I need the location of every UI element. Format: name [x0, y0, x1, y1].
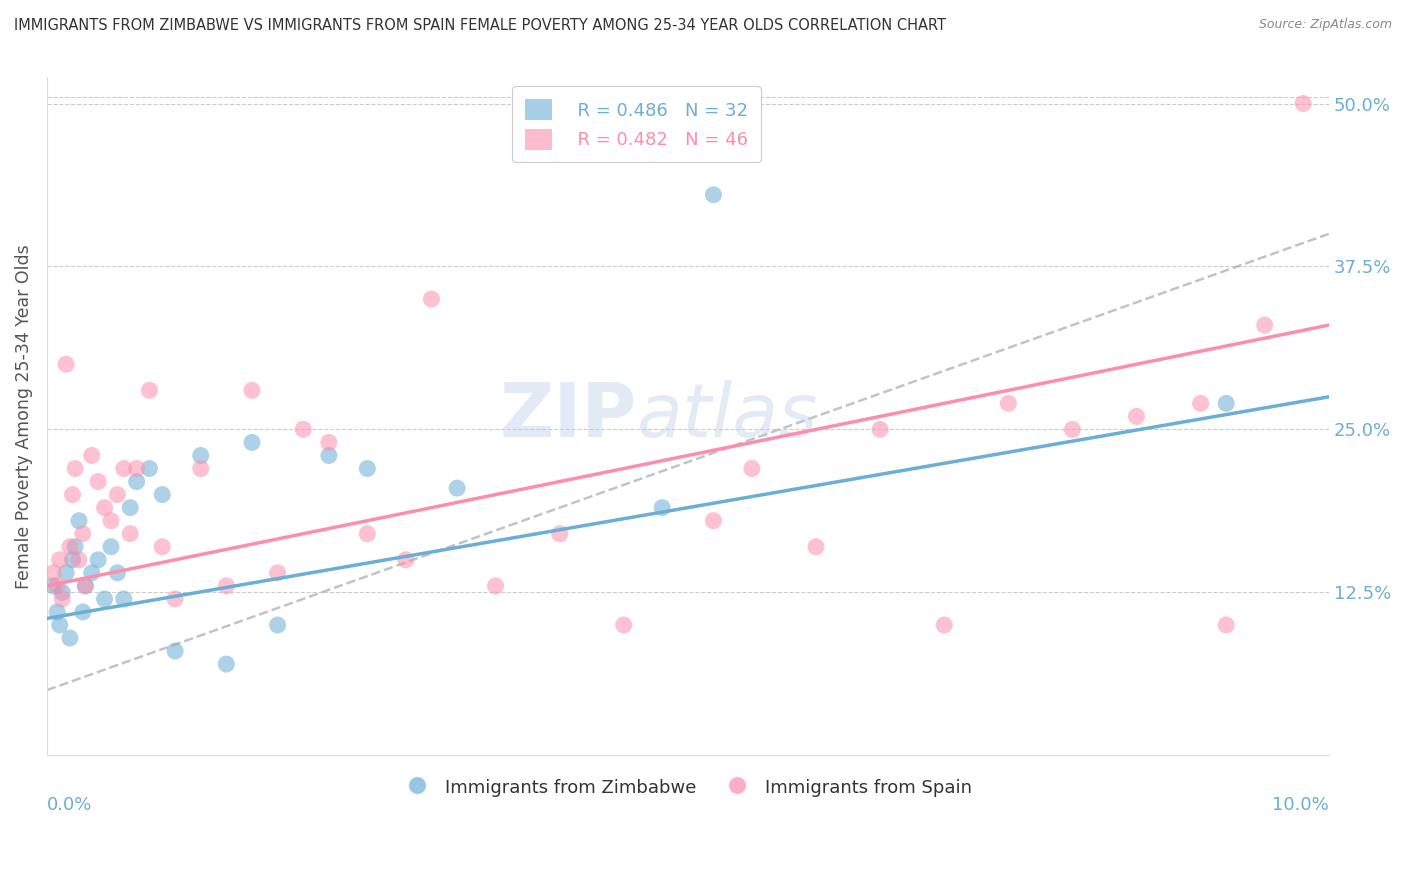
Point: [46, 579, 69, 593]
Point: [62, 553, 84, 567]
Point: [420, 292, 443, 306]
Point: [318, 435, 340, 450]
Point: [87, 475, 110, 489]
Point: [75, 579, 97, 593]
Point: [55, 357, 77, 371]
Point: [48, 553, 70, 567]
Point: [266, 566, 288, 580]
Point: [702, 514, 724, 528]
Point: [112, 591, 135, 606]
Point: [1215, 396, 1237, 410]
Point: [356, 461, 378, 475]
Point: [997, 396, 1019, 410]
Point: [869, 422, 891, 436]
Point: [741, 461, 763, 475]
Point: [105, 488, 128, 502]
Point: [100, 540, 122, 554]
Point: [150, 488, 173, 502]
Point: [63, 540, 86, 554]
Point: [75, 579, 97, 593]
Point: [67, 553, 90, 567]
Point: [125, 475, 148, 489]
Point: [215, 579, 238, 593]
Point: [112, 461, 135, 475]
Point: [48, 618, 70, 632]
Point: [51, 585, 73, 599]
Point: [702, 187, 724, 202]
Point: [42, 566, 65, 580]
Legend: Immigrants from Zimbabwe, Immigrants from Spain: Immigrants from Zimbabwe, Immigrants fro…: [396, 770, 980, 804]
Point: [1125, 409, 1147, 424]
Point: [120, 500, 142, 515]
Point: [651, 500, 673, 515]
Text: Source: ZipAtlas.com: Source: ZipAtlas.com: [1258, 18, 1392, 31]
Point: [190, 461, 212, 475]
Point: [165, 644, 187, 658]
Point: [93, 500, 115, 515]
Point: [395, 553, 418, 567]
Point: [240, 384, 263, 398]
Point: [266, 618, 288, 632]
Point: [318, 449, 340, 463]
Point: [59, 540, 82, 554]
Point: [548, 526, 571, 541]
Point: [613, 618, 636, 632]
Point: [63, 461, 86, 475]
Point: [165, 591, 187, 606]
Point: [240, 435, 263, 450]
Point: [1215, 618, 1237, 632]
Point: [125, 461, 148, 475]
Point: [59, 631, 82, 645]
Point: [93, 591, 115, 606]
Point: [934, 618, 956, 632]
Text: ZIP: ZIP: [499, 380, 637, 453]
Point: [292, 422, 315, 436]
Point: [100, 514, 122, 528]
Y-axis label: Female Poverty Among 25-34 Year Olds: Female Poverty Among 25-34 Year Olds: [15, 244, 32, 589]
Point: [1253, 318, 1275, 333]
Point: [1292, 96, 1315, 111]
Point: [138, 384, 160, 398]
Point: [1062, 422, 1084, 436]
Point: [804, 540, 827, 554]
Point: [190, 449, 212, 463]
Text: atlas: atlas: [637, 380, 818, 452]
Text: IMMIGRANTS FROM ZIMBABWE VS IMMIGRANTS FROM SPAIN FEMALE POVERTY AMONG 25-34 YEA: IMMIGRANTS FROM ZIMBABWE VS IMMIGRANTS F…: [14, 18, 946, 33]
Point: [51, 591, 73, 606]
Point: [42, 579, 65, 593]
Point: [150, 540, 173, 554]
Point: [484, 579, 506, 593]
Point: [138, 461, 160, 475]
Point: [55, 566, 77, 580]
Point: [446, 481, 468, 495]
Point: [72, 526, 94, 541]
Point: [46, 605, 69, 619]
Point: [67, 514, 90, 528]
Point: [80, 449, 103, 463]
Point: [215, 657, 238, 671]
Point: [87, 553, 110, 567]
Point: [62, 488, 84, 502]
Point: [120, 526, 142, 541]
Point: [356, 526, 378, 541]
Point: [1189, 396, 1212, 410]
Point: [105, 566, 128, 580]
Text: 0.0%: 0.0%: [46, 796, 93, 814]
Point: [80, 566, 103, 580]
Point: [72, 605, 94, 619]
Text: 10.0%: 10.0%: [1272, 796, 1329, 814]
